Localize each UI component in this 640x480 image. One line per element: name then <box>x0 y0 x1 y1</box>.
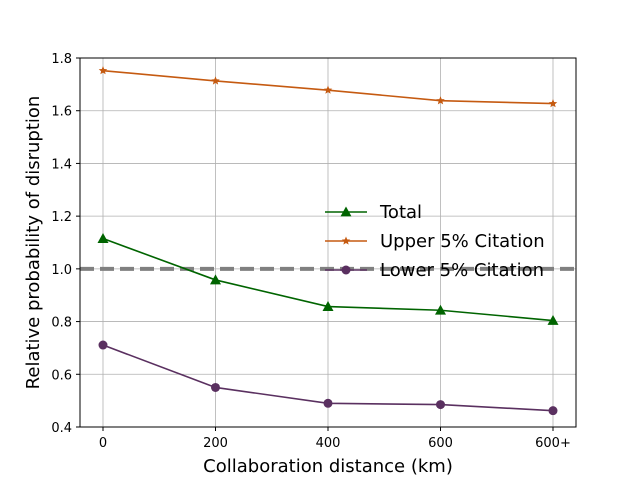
y-axis-label: Relative probability of disruption <box>23 96 44 390</box>
legend-item: Lower 5% Citation <box>325 260 544 281</box>
y-tick-label: 1.0 <box>51 263 72 278</box>
data-point <box>322 301 334 311</box>
legend-marker <box>340 206 352 217</box>
data-point <box>436 96 445 105</box>
series-1 <box>97 233 559 325</box>
data-point <box>548 99 558 108</box>
y-axis-ticks: 0.4 0.6 0.8 1.0 1.2 1.4 1.6 1.8 <box>51 52 80 436</box>
data-point <box>323 398 333 408</box>
x-tick-label: 400 <box>316 436 341 451</box>
data-point <box>98 66 108 75</box>
data-point <box>548 406 558 416</box>
data-point <box>436 400 445 410</box>
legend-item: Total <box>325 202 422 223</box>
data-point <box>97 233 109 243</box>
x-tick-label: 0 <box>99 436 107 451</box>
series-2 <box>98 66 558 108</box>
y-tick-label: 0.4 <box>51 421 72 436</box>
legend: Total Upper 5% Citation Lower 5% Citation <box>325 202 545 281</box>
series-group <box>97 66 559 416</box>
x-tick-label: 600+ <box>535 436 571 451</box>
data-point <box>211 76 220 85</box>
legend-marker <box>341 236 351 245</box>
legend-label: Total <box>379 202 422 223</box>
data-point <box>210 274 221 285</box>
data-point <box>435 304 446 315</box>
y-tick-label: 1.8 <box>51 52 72 67</box>
series-3 <box>98 340 558 416</box>
legend-marker <box>341 265 351 275</box>
x-axis-ticks: 0 200 400 600 600+ <box>99 427 571 451</box>
data-point <box>547 315 559 325</box>
x-tick-label: 600 <box>428 436 453 451</box>
y-tick-label: 1.2 <box>51 210 72 225</box>
y-tick-label: 0.8 <box>51 316 72 331</box>
data-point <box>98 340 108 350</box>
x-axis-label: Collaboration distance (km) <box>203 456 453 477</box>
y-tick-label: 0.6 <box>51 368 72 383</box>
legend-label: Lower 5% Citation <box>380 260 544 281</box>
data-point <box>211 382 220 392</box>
y-tick-label: 1.6 <box>51 105 72 120</box>
data-point <box>323 85 333 94</box>
x-tick-label: 200 <box>203 436 228 451</box>
legend-item: Upper 5% Citation <box>325 231 545 252</box>
legend-label: Upper 5% Citation <box>380 231 545 252</box>
y-tick-label: 1.4 <box>51 157 72 172</box>
